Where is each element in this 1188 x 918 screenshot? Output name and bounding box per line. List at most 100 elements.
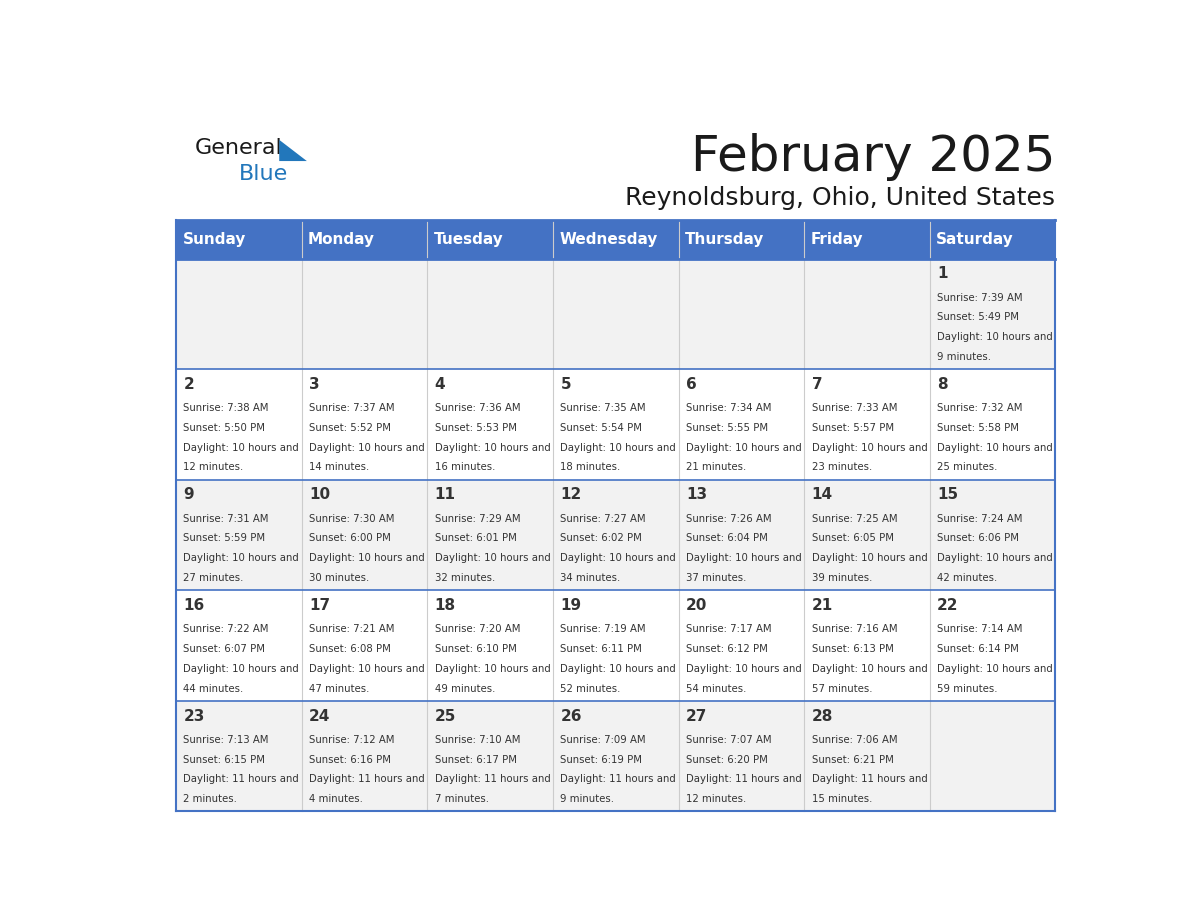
Text: Sunset: 6:19 PM: Sunset: 6:19 PM — [561, 755, 643, 765]
Bar — [930, 259, 1055, 369]
Text: 39 minutes.: 39 minutes. — [811, 573, 872, 583]
Text: Thursday: Thursday — [684, 231, 764, 247]
Bar — [678, 219, 804, 259]
Bar — [804, 480, 930, 590]
Bar — [678, 369, 804, 480]
Text: 4 minutes.: 4 minutes. — [309, 794, 364, 804]
Text: 52 minutes.: 52 minutes. — [561, 684, 620, 694]
Text: Sunrise: 7:25 AM: Sunrise: 7:25 AM — [811, 514, 897, 523]
Text: 2: 2 — [183, 377, 194, 392]
Text: 15: 15 — [937, 487, 959, 502]
Text: Tuesday: Tuesday — [434, 231, 504, 247]
Text: 9 minutes.: 9 minutes. — [561, 794, 614, 804]
Text: Sunrise: 7:09 AM: Sunrise: 7:09 AM — [561, 734, 646, 744]
Text: 27: 27 — [685, 709, 707, 723]
Text: Daylight: 10 hours and: Daylight: 10 hours and — [309, 442, 425, 453]
Text: Sunset: 6:02 PM: Sunset: 6:02 PM — [561, 533, 643, 543]
Text: Sunset: 6:00 PM: Sunset: 6:00 PM — [309, 533, 391, 543]
Text: 19: 19 — [561, 598, 581, 613]
Text: Sunset: 6:05 PM: Sunset: 6:05 PM — [811, 533, 893, 543]
Text: Sunrise: 7:20 AM: Sunrise: 7:20 AM — [435, 624, 520, 634]
Text: Sunset: 5:53 PM: Sunset: 5:53 PM — [435, 423, 517, 433]
Text: Sunset: 6:12 PM: Sunset: 6:12 PM — [685, 644, 767, 654]
Text: Sunset: 5:49 PM: Sunset: 5:49 PM — [937, 312, 1019, 322]
Bar — [428, 480, 552, 590]
Text: Sunset: 6:06 PM: Sunset: 6:06 PM — [937, 533, 1019, 543]
Text: Daylight: 10 hours and: Daylight: 10 hours and — [561, 664, 676, 674]
Bar — [930, 369, 1055, 480]
Text: Sunrise: 7:38 AM: Sunrise: 7:38 AM — [183, 403, 268, 413]
Text: Daylight: 10 hours and: Daylight: 10 hours and — [435, 442, 550, 453]
Text: 5: 5 — [561, 377, 571, 392]
Text: Daylight: 10 hours and: Daylight: 10 hours and — [183, 442, 299, 453]
Text: 1: 1 — [937, 266, 948, 282]
Text: Daylight: 10 hours and: Daylight: 10 hours and — [435, 664, 550, 674]
Bar — [176, 480, 302, 590]
Text: Sunset: 6:04 PM: Sunset: 6:04 PM — [685, 533, 767, 543]
Text: 25 minutes.: 25 minutes. — [937, 463, 998, 473]
Text: 23 minutes.: 23 minutes. — [811, 463, 872, 473]
Text: Sunset: 6:10 PM: Sunset: 6:10 PM — [435, 644, 517, 654]
Text: Sunrise: 7:37 AM: Sunrise: 7:37 AM — [309, 403, 394, 413]
Text: Sunrise: 7:22 AM: Sunrise: 7:22 AM — [183, 624, 268, 634]
Text: Daylight: 10 hours and: Daylight: 10 hours and — [937, 554, 1053, 564]
Text: 14: 14 — [811, 487, 833, 502]
Bar — [930, 219, 1055, 259]
Text: 21: 21 — [811, 598, 833, 613]
Text: Wednesday: Wednesday — [560, 231, 658, 247]
Text: 4: 4 — [435, 377, 446, 392]
Text: 34 minutes.: 34 minutes. — [561, 573, 620, 583]
Text: 3: 3 — [309, 377, 320, 392]
Text: Daylight: 10 hours and: Daylight: 10 hours and — [685, 442, 802, 453]
Text: 57 minutes.: 57 minutes. — [811, 684, 872, 694]
Bar — [302, 369, 428, 480]
Text: 9 minutes.: 9 minutes. — [937, 352, 991, 362]
Bar — [804, 700, 930, 812]
Text: Sunrise: 7:21 AM: Sunrise: 7:21 AM — [309, 624, 394, 634]
Text: 7 minutes.: 7 minutes. — [435, 794, 488, 804]
Text: Sunrise: 7:19 AM: Sunrise: 7:19 AM — [561, 624, 646, 634]
Bar — [428, 590, 552, 700]
Text: 14 minutes.: 14 minutes. — [309, 463, 369, 473]
Text: 44 minutes.: 44 minutes. — [183, 684, 244, 694]
Text: 32 minutes.: 32 minutes. — [435, 573, 495, 583]
Text: 16 minutes.: 16 minutes. — [435, 463, 495, 473]
Text: Blue: Blue — [239, 164, 287, 184]
Text: Sunset: 5:54 PM: Sunset: 5:54 PM — [561, 423, 643, 433]
Text: Sunrise: 7:14 AM: Sunrise: 7:14 AM — [937, 624, 1023, 634]
Text: 23: 23 — [183, 709, 204, 723]
Bar — [428, 369, 552, 480]
Text: 12: 12 — [561, 487, 582, 502]
Text: Sunrise: 7:35 AM: Sunrise: 7:35 AM — [561, 403, 646, 413]
Text: 22: 22 — [937, 598, 959, 613]
Text: Sunrise: 7:32 AM: Sunrise: 7:32 AM — [937, 403, 1023, 413]
Text: 42 minutes.: 42 minutes. — [937, 573, 998, 583]
Text: Sunday: Sunday — [183, 231, 246, 247]
Bar — [302, 219, 428, 259]
Bar — [930, 480, 1055, 590]
Bar — [302, 700, 428, 812]
Text: Sunrise: 7:33 AM: Sunrise: 7:33 AM — [811, 403, 897, 413]
Text: Saturday: Saturday — [936, 231, 1013, 247]
Bar — [552, 700, 678, 812]
Text: Sunset: 6:20 PM: Sunset: 6:20 PM — [685, 755, 767, 765]
Text: Daylight: 10 hours and: Daylight: 10 hours and — [561, 554, 676, 564]
Text: Sunrise: 7:26 AM: Sunrise: 7:26 AM — [685, 514, 771, 523]
Bar — [930, 700, 1055, 812]
Bar — [804, 369, 930, 480]
Text: Sunset: 6:11 PM: Sunset: 6:11 PM — [561, 644, 643, 654]
Text: Sunset: 6:08 PM: Sunset: 6:08 PM — [309, 644, 391, 654]
Text: Sunrise: 7:29 AM: Sunrise: 7:29 AM — [435, 514, 520, 523]
Text: Sunrise: 7:13 AM: Sunrise: 7:13 AM — [183, 734, 268, 744]
Text: Sunset: 6:21 PM: Sunset: 6:21 PM — [811, 755, 893, 765]
Text: Daylight: 10 hours and: Daylight: 10 hours and — [685, 664, 802, 674]
Text: Sunset: 6:17 PM: Sunset: 6:17 PM — [435, 755, 517, 765]
Text: 21 minutes.: 21 minutes. — [685, 463, 746, 473]
Text: Sunrise: 7:17 AM: Sunrise: 7:17 AM — [685, 624, 771, 634]
Text: Sunset: 5:50 PM: Sunset: 5:50 PM — [183, 423, 265, 433]
Text: Daylight: 10 hours and: Daylight: 10 hours and — [937, 664, 1053, 674]
Text: Daylight: 10 hours and: Daylight: 10 hours and — [811, 664, 928, 674]
Bar — [302, 480, 428, 590]
Text: 18 minutes.: 18 minutes. — [561, 463, 620, 473]
Text: 17: 17 — [309, 598, 330, 613]
